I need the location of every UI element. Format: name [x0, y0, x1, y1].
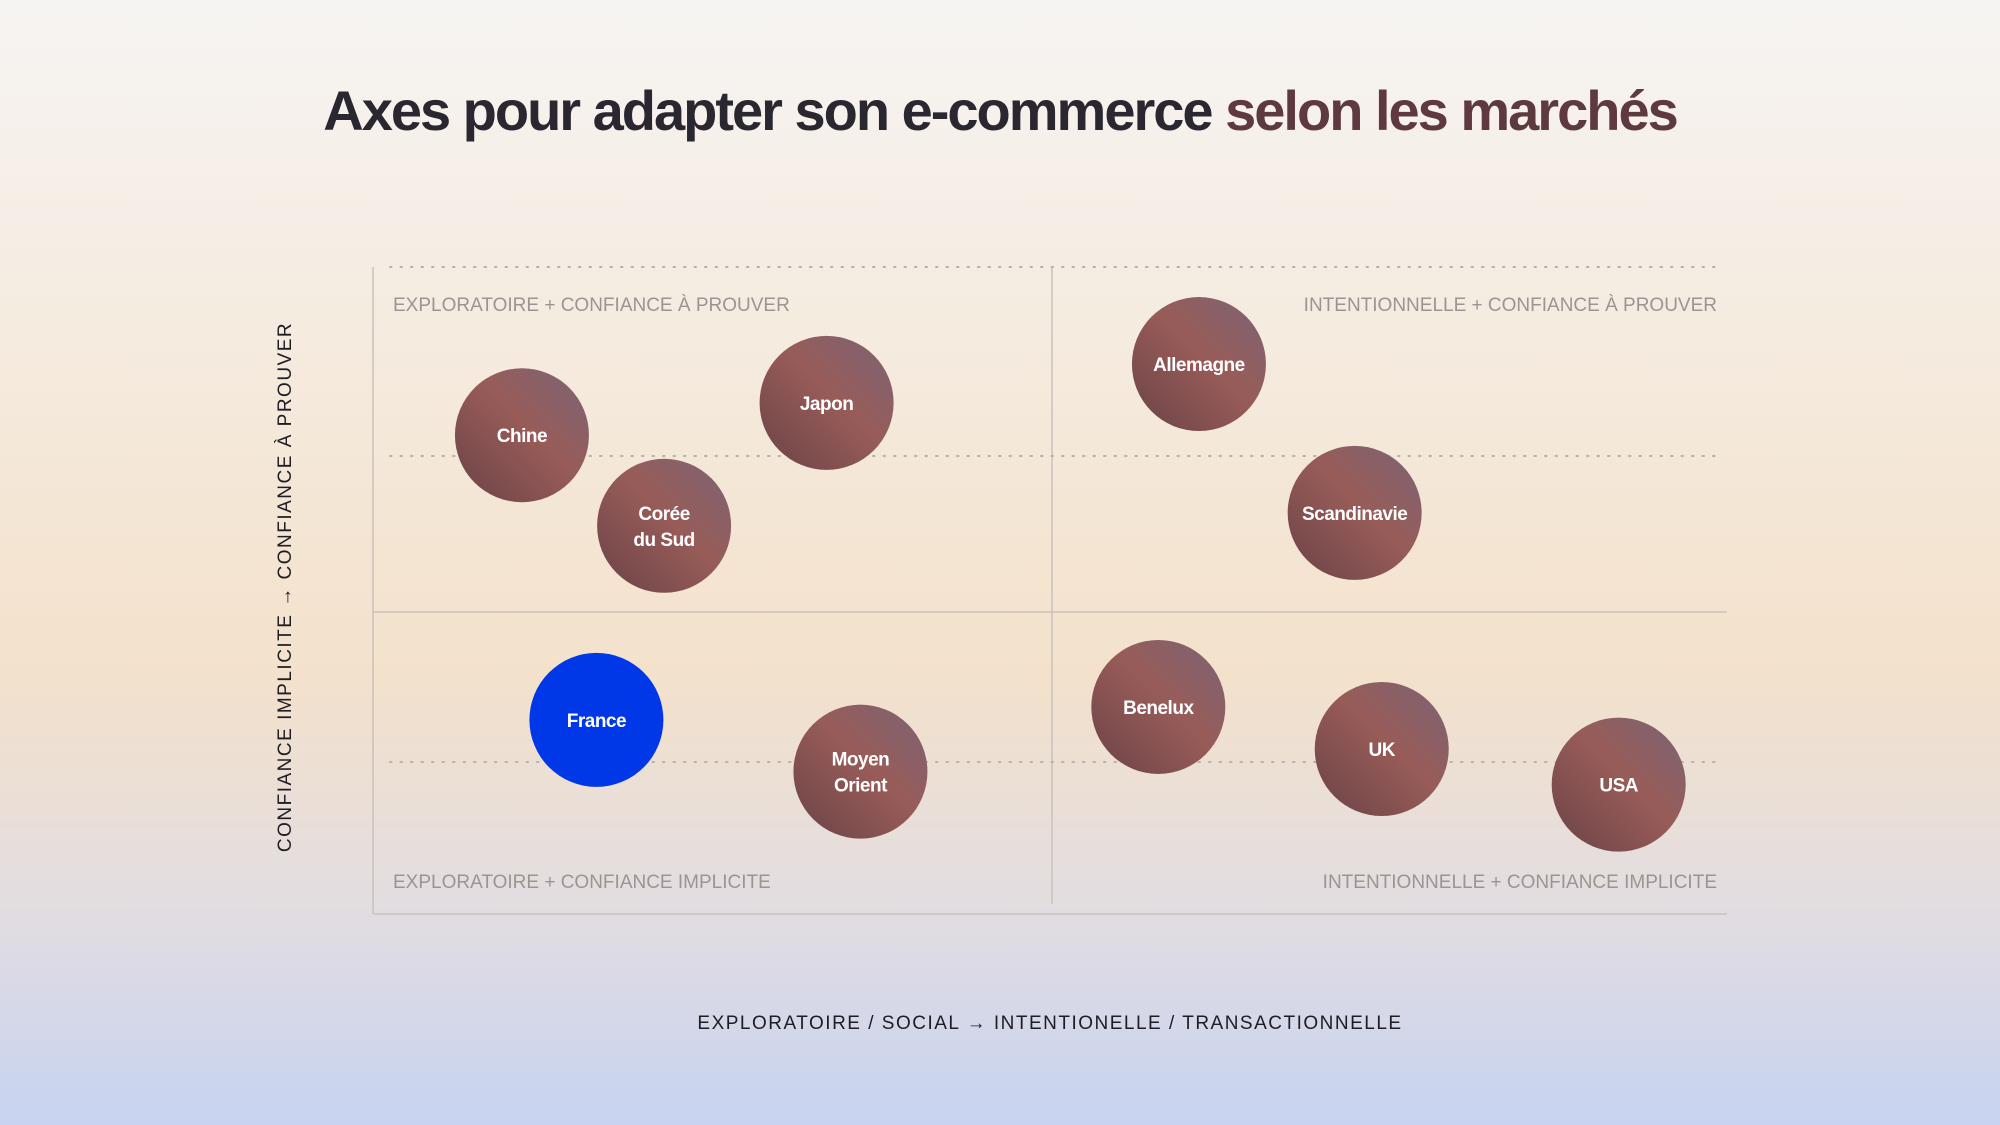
bubble-circle-scandinavie	[1287, 445, 1422, 580]
bubble-label-coree-du-sud-2: du Sud	[633, 530, 694, 551]
title-main: Axes pour adapter son e-commerce	[323, 79, 1226, 142]
bubble-circle-france	[529, 652, 664, 787]
bubble-circle-moyen-orient	[793, 704, 928, 839]
bubble-circle-usa	[1551, 717, 1686, 852]
bubble-circle-chine	[454, 368, 589, 503]
bubble-label-scandinavie: Scandinavie	[1302, 504, 1407, 525]
bubble-label-france: France	[567, 711, 626, 732]
quadrant-label-top-left: EXPLORATOIRE + CONFIANCE À PROUVER	[393, 295, 790, 316]
bubble-circle-coree-du-sud	[597, 458, 732, 593]
bubble-coree-du-sud: Corée du Sud	[597, 458, 732, 593]
bubble-usa: USA	[1551, 717, 1686, 852]
bubble-circle-japon	[759, 335, 894, 470]
quadrant-label-bottom-right: INTENTIONNELLE + CONFIANCE IMPLICITE	[1323, 872, 1717, 893]
y-axis-title: CONFIANCE IMPLICITE → CONFIANCE À PROUVE…	[275, 322, 296, 852]
plot-frame	[372, 266, 1727, 915]
bubble-label-moyen-orient-2: Orient	[834, 776, 888, 797]
bubble-moyen-orient: Moyen Orient	[793, 704, 928, 839]
bubble-label-usa: USA	[1599, 776, 1638, 797]
bubble-label-benelux: Benelux	[1123, 698, 1194, 719]
bubble-label-japon: Japon	[800, 394, 853, 415]
bubble-allemagne: Allemagne	[1131, 297, 1266, 432]
bubble-chine: Chine	[454, 368, 589, 503]
quadrant-label-top-right: INTENTIONNELLE + CONFIANCE À PROUVER	[1304, 295, 1717, 316]
title-accent: selon les marchés	[1225, 79, 1679, 142]
bubble-circle-allemagne	[1131, 297, 1266, 432]
page-title: Axes pour adapter son e-commerce selon l…	[0, 78, 2000, 143]
bubble-circle-benelux	[1091, 639, 1226, 774]
bubble-label-moyen-orient-1: Moyen	[832, 750, 890, 771]
bubble-label-uk: UK	[1369, 740, 1396, 761]
quadrant-label-bottom-left: EXPLORATOIRE + CONFIANCE IMPLICITE	[393, 872, 771, 893]
bubble-label-chine: Chine	[497, 426, 547, 447]
bubble-uk: UK	[1314, 682, 1449, 817]
bubble-circle-uk	[1314, 682, 1449, 817]
bubble-label-coree-du-sud-1: Corée	[638, 504, 689, 525]
bubble-scandinavie: Scandinavie	[1287, 445, 1422, 580]
bubble-benelux: Benelux	[1091, 639, 1226, 774]
bubble-france: France	[529, 652, 664, 787]
bubbles-layer: Chine Japon Corée du Sud Allemagne Scandinavi…	[454, 297, 1686, 852]
x-axis-title: EXPLORATOIRE / SOCIAL → INTENTIONELLE / …	[697, 1013, 1402, 1034]
bubble-label-allemagne: Allemagne	[1153, 355, 1245, 376]
bubble-japon: Japon	[759, 335, 894, 470]
